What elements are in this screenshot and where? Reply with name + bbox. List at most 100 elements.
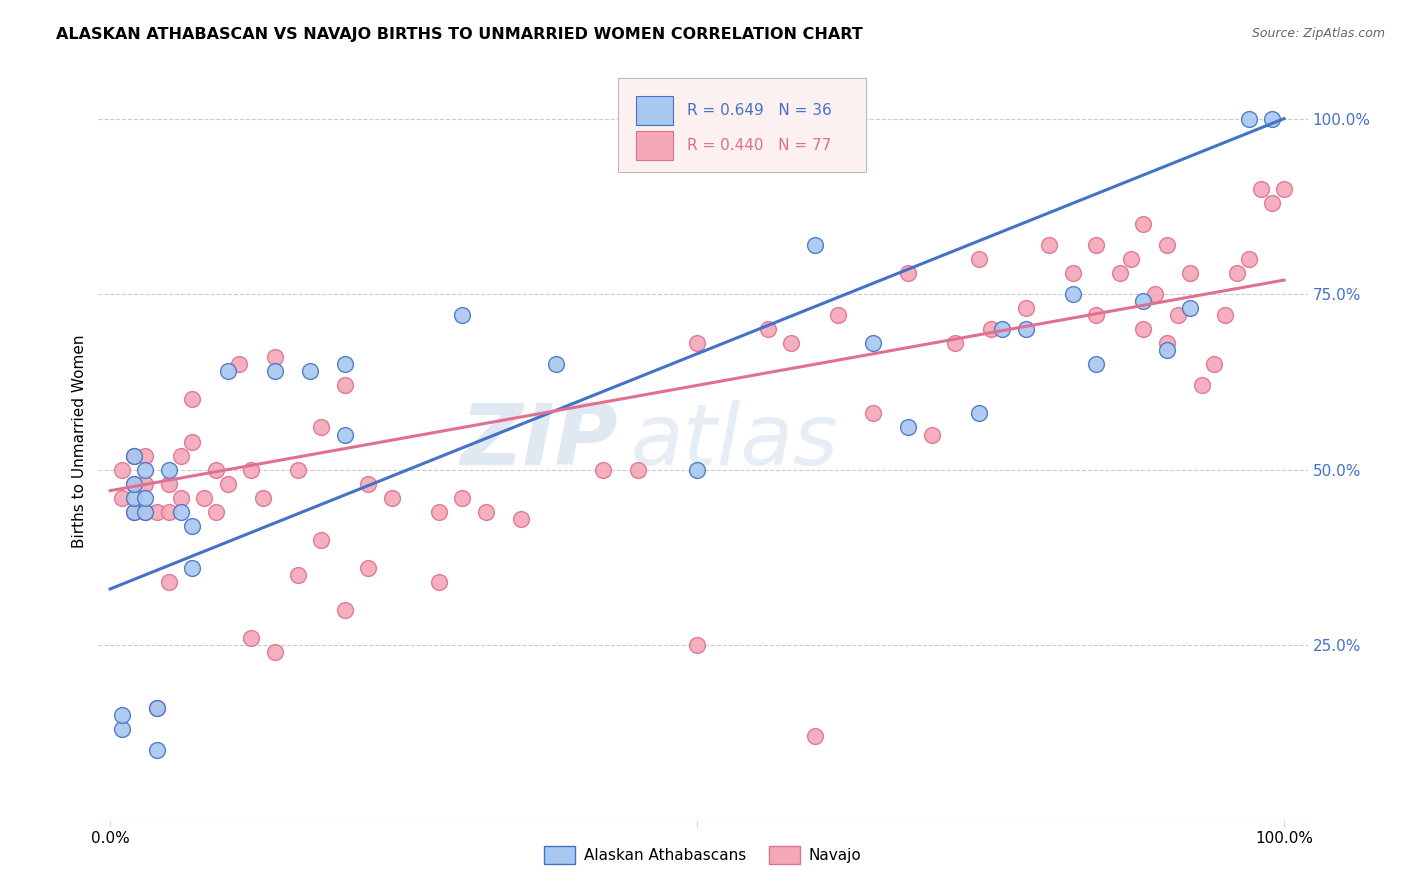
Point — [204, 462, 226, 476]
Point — [686, 462, 709, 476]
Point — [193, 491, 215, 505]
Point — [134, 476, 156, 491]
Point — [287, 462, 309, 476]
Point — [263, 364, 285, 378]
Text: Source: ZipAtlas.com: Source: ZipAtlas.com — [1251, 27, 1385, 40]
Point — [146, 505, 169, 519]
Point — [1062, 287, 1084, 301]
Text: ZIP: ZIP — [461, 400, 619, 483]
Point — [157, 574, 180, 589]
Point — [1156, 238, 1178, 252]
Point — [1180, 301, 1202, 315]
Point — [1180, 266, 1202, 280]
Point — [122, 476, 145, 491]
Point — [1261, 112, 1284, 126]
Legend: Alaskan Athabascans, Navajo: Alaskan Athabascans, Navajo — [538, 840, 868, 870]
Point — [592, 462, 614, 476]
Point — [263, 351, 285, 365]
Point — [945, 336, 967, 351]
Point — [1215, 308, 1237, 322]
Point — [111, 723, 134, 737]
Point — [333, 357, 356, 371]
Point — [1132, 217, 1154, 231]
Y-axis label: Births to Unmarried Women: Births to Unmarried Women — [72, 334, 87, 549]
Point — [921, 427, 943, 442]
Point — [263, 645, 285, 659]
Point — [204, 505, 226, 519]
Point — [510, 512, 533, 526]
Point — [181, 434, 204, 449]
Point — [427, 574, 450, 589]
Point — [1143, 287, 1166, 301]
Point — [1250, 182, 1272, 196]
Point — [780, 336, 803, 351]
Point — [803, 730, 825, 744]
Point — [967, 252, 990, 266]
Point — [240, 462, 263, 476]
Point — [1191, 378, 1213, 392]
Point — [181, 392, 204, 407]
Point — [1156, 343, 1178, 358]
Point — [134, 505, 156, 519]
Point — [862, 336, 884, 351]
Point — [686, 336, 709, 351]
Point — [134, 505, 156, 519]
Point — [169, 491, 191, 505]
Point — [134, 491, 156, 505]
Point — [1015, 301, 1038, 315]
Point — [451, 491, 474, 505]
Point — [169, 505, 191, 519]
FancyBboxPatch shape — [619, 78, 866, 172]
Point — [980, 322, 1002, 336]
Bar — [637, 95, 672, 125]
Point — [546, 357, 568, 371]
Point — [169, 449, 191, 463]
Point — [146, 701, 169, 715]
Point — [357, 561, 380, 575]
Point — [1132, 294, 1154, 309]
Text: atlas: atlas — [630, 400, 838, 483]
Point — [991, 322, 1014, 336]
Point — [111, 708, 134, 723]
Point — [427, 505, 450, 519]
Point — [803, 238, 825, 252]
Bar — [637, 131, 672, 161]
Point — [1085, 308, 1108, 322]
Text: ALASKAN ATHABASCAN VS NAVAJO BIRTHS TO UNMARRIED WOMEN CORRELATION CHART: ALASKAN ATHABASCAN VS NAVAJO BIRTHS TO U… — [56, 27, 863, 42]
Point — [311, 533, 333, 547]
Point — [157, 505, 180, 519]
Point — [967, 407, 990, 421]
Point — [1062, 266, 1084, 280]
Point — [333, 603, 356, 617]
Point — [1156, 336, 1178, 351]
Point — [1121, 252, 1143, 266]
Point — [1038, 238, 1060, 252]
Point — [1167, 308, 1189, 322]
Point — [627, 462, 650, 476]
Point — [451, 308, 474, 322]
Point — [756, 322, 779, 336]
Point — [1202, 357, 1225, 371]
Point — [1272, 182, 1295, 196]
Point — [333, 427, 356, 442]
Point — [111, 491, 134, 505]
Point — [122, 449, 145, 463]
Text: R = 0.440   N = 77: R = 0.440 N = 77 — [688, 138, 831, 153]
Point — [146, 743, 169, 757]
Point — [1237, 112, 1260, 126]
Point — [298, 364, 321, 378]
Point — [1261, 195, 1284, 210]
Point — [897, 266, 920, 280]
Point — [134, 462, 156, 476]
Point — [122, 505, 145, 519]
Point — [1015, 322, 1038, 336]
Point — [122, 491, 145, 505]
Point — [333, 378, 356, 392]
Point — [217, 476, 239, 491]
Point — [157, 476, 180, 491]
Point — [897, 420, 920, 434]
Point — [181, 561, 204, 575]
Point — [252, 491, 274, 505]
Point — [381, 491, 404, 505]
Point — [311, 420, 333, 434]
